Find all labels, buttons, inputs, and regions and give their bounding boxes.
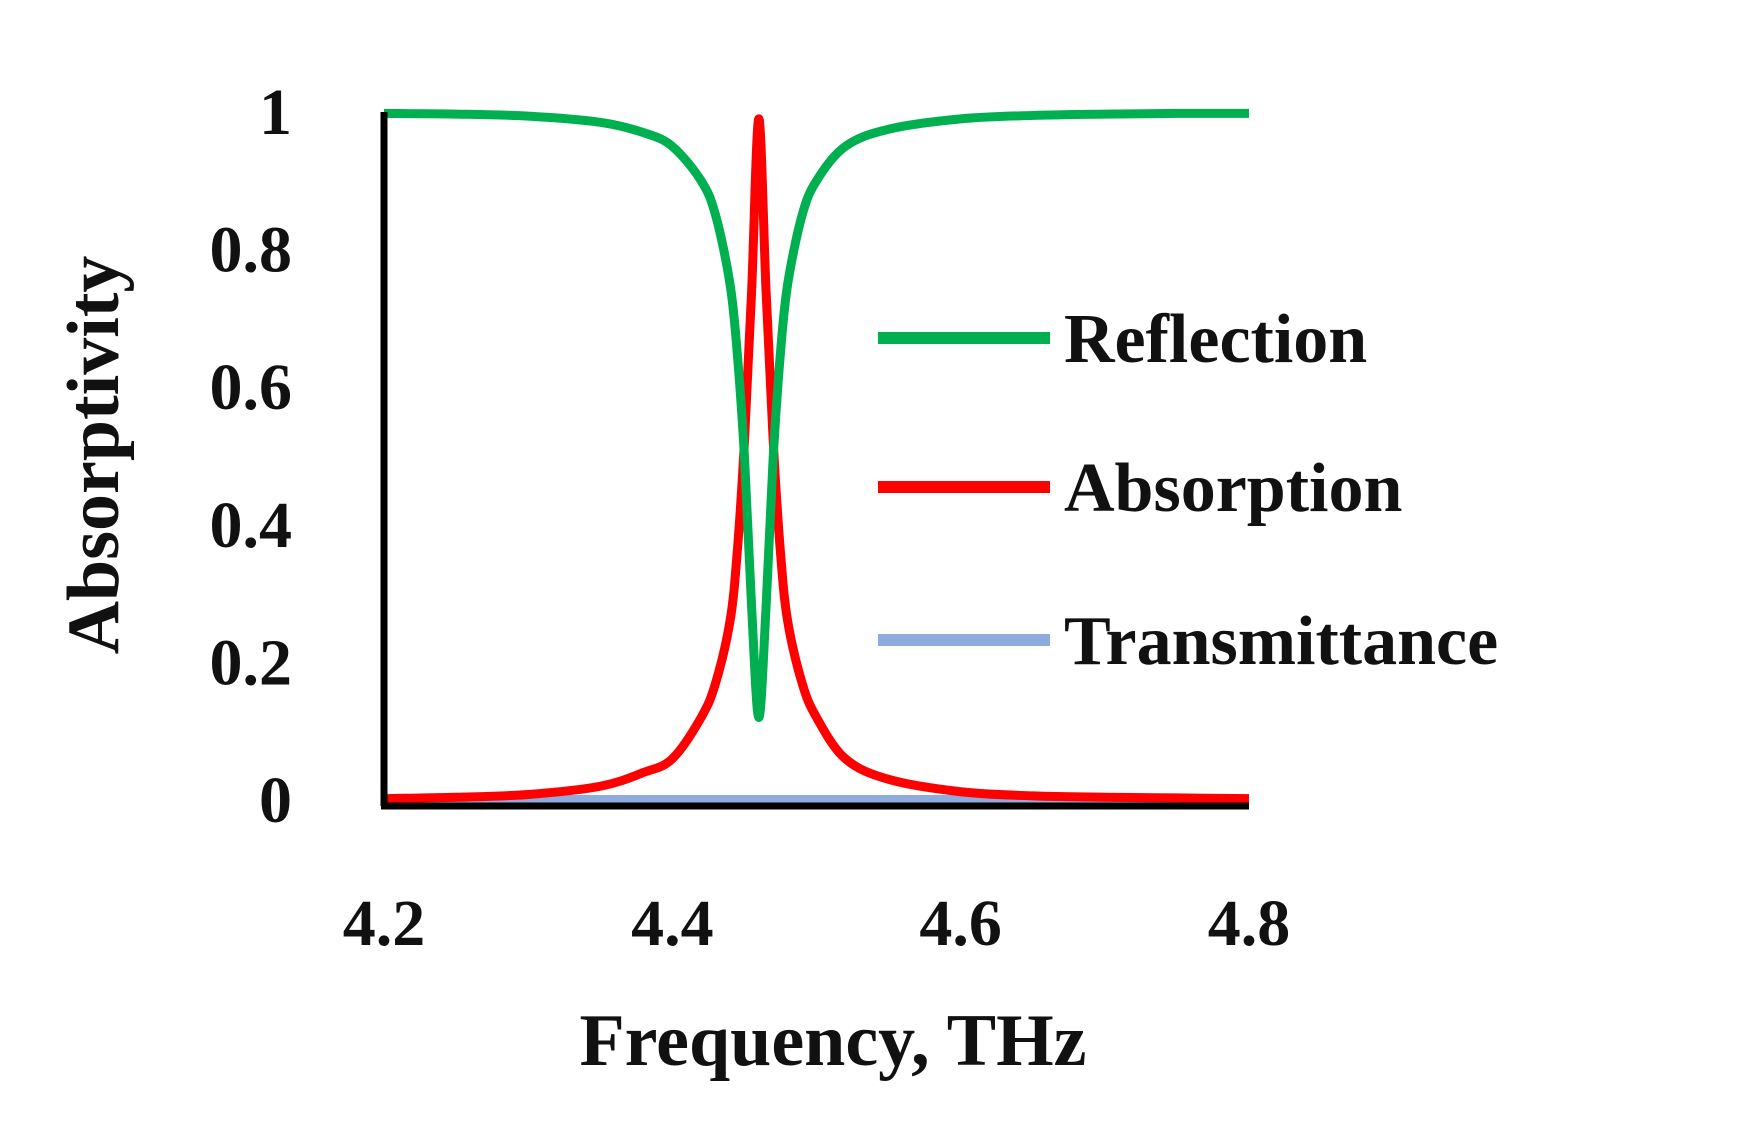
series-line-reflection <box>383 108 1250 722</box>
legend-label: Absorption <box>1064 450 1402 527</box>
axes-layer <box>380 112 1249 810</box>
legend-label: Transmittance <box>1064 603 1498 680</box>
legend-label: Reflection <box>1064 301 1367 378</box>
tick-labels: 0 0.2 0.4 0.6 0.8 1 4.2 4.4 4.6 4.8 <box>210 76 1291 960</box>
series-line-absorption <box>383 114 1250 804</box>
y-tick-label: 0 <box>259 764 292 837</box>
y-tick-label: 0.6 <box>210 351 293 424</box>
y-tick-label: 0.8 <box>210 214 293 287</box>
x-axis-title: Frequency, THz <box>579 1000 1086 1082</box>
x-tick-label: 4.8 <box>1208 887 1291 960</box>
y-tick-label: 0.4 <box>210 489 293 562</box>
legend-item-transmittance: Transmittance <box>878 603 1498 680</box>
y-tick-label: 0.2 <box>210 626 293 699</box>
legend: Reflection Absorption Transmittance <box>878 301 1498 680</box>
x-tick-label: 4.6 <box>919 887 1002 960</box>
x-tick-label: 4.4 <box>631 887 714 960</box>
legend-item-reflection: Reflection <box>878 301 1367 378</box>
y-tick-label: 1 <box>259 76 292 149</box>
x-tick-label: 4.2 <box>343 887 426 960</box>
y-axis-title: Absorptivity <box>53 256 135 655</box>
legend-item-absorption: Absorption <box>878 450 1402 527</box>
series-layer <box>383 108 1250 805</box>
